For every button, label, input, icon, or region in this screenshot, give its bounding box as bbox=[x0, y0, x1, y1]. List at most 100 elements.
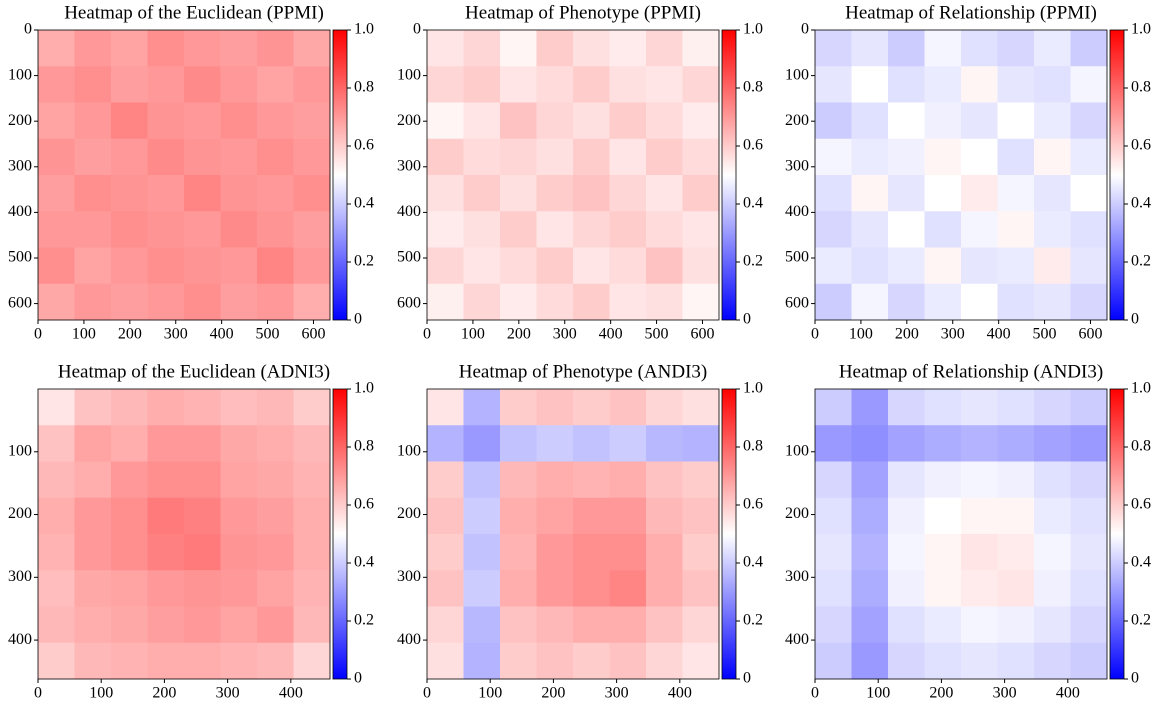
heatmap-cell bbox=[609, 461, 647, 499]
x-tick-label: 200 bbox=[152, 685, 176, 702]
heatmap-cell bbox=[815, 247, 852, 285]
x-tick-label: 0 bbox=[34, 326, 42, 343]
heatmap-cell bbox=[682, 30, 720, 67]
heatmap-cell bbox=[924, 102, 962, 140]
heatmap-cell bbox=[682, 211, 720, 248]
heatmap-cell bbox=[851, 389, 889, 426]
y-tick-label: 500 bbox=[397, 249, 421, 266]
heatmap-cell bbox=[220, 30, 258, 67]
x-tick-label: 100 bbox=[461, 326, 485, 343]
y-tick-label: 300 bbox=[397, 157, 421, 174]
heatmap-cell bbox=[997, 606, 1035, 644]
heatmap-cell bbox=[888, 534, 925, 571]
heatmap-cell bbox=[74, 534, 112, 571]
heatmap-cell bbox=[609, 389, 647, 426]
x-tick-label: 400 bbox=[1056, 685, 1080, 702]
heatmap-cell bbox=[111, 642, 148, 680]
heatmap-cell bbox=[997, 534, 1035, 571]
heatmap-cell bbox=[573, 425, 610, 462]
colorbar-tick-label: 0.8 bbox=[354, 79, 374, 96]
heatmap-cell bbox=[293, 138, 331, 176]
heatmap-cell bbox=[184, 175, 221, 212]
heatmap-cell bbox=[888, 425, 925, 462]
heatmap-cell bbox=[184, 534, 221, 571]
heatmap-cell bbox=[997, 211, 1035, 248]
heatmap-cell bbox=[888, 102, 925, 140]
heatmap-cell bbox=[682, 66, 720, 103]
heatmap-cell bbox=[74, 570, 112, 607]
heatmap-cell bbox=[961, 606, 998, 644]
heatmap-cell bbox=[38, 66, 75, 103]
heatmap-cell bbox=[573, 247, 610, 285]
colorbar-tick-label: 1.0 bbox=[354, 21, 374, 38]
y-tick-label: 400 bbox=[397, 631, 421, 648]
heatmap-cell bbox=[646, 283, 683, 321]
heatmap-cell bbox=[1034, 425, 1071, 462]
x-tick-label: 300 bbox=[605, 685, 629, 702]
heatmap-cell bbox=[646, 102, 683, 140]
heatmap-panel: Heatmap of Phenotype (ANDI3) 0 100 200 300 40… bbox=[397, 361, 763, 701]
x-tick-label: 500 bbox=[256, 326, 280, 343]
x-tick-label: 100 bbox=[478, 685, 502, 702]
heatmap-cell bbox=[924, 175, 962, 212]
colorbar-tick-label: 0.4 bbox=[1131, 554, 1151, 571]
heatmap-cell bbox=[111, 461, 148, 499]
heatmap-cell bbox=[573, 283, 610, 321]
heatmap-cell bbox=[961, 30, 998, 67]
plot-frame bbox=[814, 388, 1108, 680]
heatmap-cell bbox=[184, 211, 221, 248]
heatmap-cell bbox=[1034, 66, 1071, 103]
heatmap-cell bbox=[536, 389, 574, 426]
heatmap-cell bbox=[463, 211, 501, 248]
heatmap-cell bbox=[851, 66, 889, 103]
heatmap-cell bbox=[815, 642, 852, 680]
x-tick-label: 200 bbox=[507, 326, 531, 343]
heatmap-cell bbox=[609, 570, 647, 607]
heatmap-cell bbox=[609, 534, 647, 571]
heatmap-cell bbox=[851, 247, 889, 285]
heatmap-cell bbox=[111, 247, 148, 285]
heatmap-cell bbox=[888, 247, 925, 285]
y-tick-label: 300 bbox=[8, 157, 32, 174]
heatmap-cell bbox=[924, 30, 962, 67]
x-tick-label: 100 bbox=[89, 685, 113, 702]
heatmap-cell bbox=[147, 461, 185, 499]
heatmap-cell bbox=[815, 425, 852, 462]
heatmap-cell bbox=[961, 102, 998, 140]
heatmap-cell bbox=[536, 66, 574, 103]
heatmap-cell bbox=[888, 642, 925, 680]
heatmap-cell bbox=[111, 30, 148, 67]
heatmap-cell bbox=[463, 138, 501, 176]
heatmap-cell bbox=[463, 66, 501, 103]
heatmap-panel: Heatmap of the Euclidean (ADNI3) 0 100 200 3… bbox=[8, 361, 374, 701]
heatmap-cell bbox=[851, 534, 889, 571]
heatmap-cell bbox=[257, 389, 294, 426]
heatmap-cell bbox=[609, 30, 647, 67]
heatmap-cell bbox=[220, 389, 258, 426]
y-tick-label: 600 bbox=[785, 294, 809, 311]
heatmap-cell bbox=[1070, 138, 1108, 176]
heatmap-cell bbox=[220, 247, 258, 285]
heatmap-cell bbox=[815, 211, 852, 248]
colorbar-tick-label: 0.6 bbox=[743, 496, 763, 513]
y-tick-label: 300 bbox=[8, 568, 32, 585]
heatmap-cell bbox=[427, 570, 464, 607]
heatmap-cell bbox=[1034, 497, 1071, 535]
colorbar bbox=[332, 388, 348, 680]
heatmap-cell bbox=[293, 606, 331, 644]
heatmap-cell bbox=[536, 461, 574, 499]
colorbar-tick-label: 0 bbox=[354, 670, 362, 687]
plot-frame bbox=[37, 29, 331, 321]
heatmap-cell bbox=[1070, 389, 1108, 426]
heatmap-cell bbox=[682, 606, 720, 644]
heatmap-cell bbox=[38, 389, 75, 426]
x-tick-label: 100 bbox=[849, 326, 873, 343]
heatmap-cell bbox=[111, 606, 148, 644]
heatmap-cell bbox=[111, 66, 148, 103]
y-tick-label: 400 bbox=[8, 631, 32, 648]
x-tick-label: 500 bbox=[1033, 326, 1057, 343]
heatmap-cell bbox=[111, 570, 148, 607]
heatmap-cell bbox=[924, 211, 962, 248]
heatmap-cell bbox=[888, 175, 925, 212]
heatmap-cell bbox=[427, 534, 464, 571]
